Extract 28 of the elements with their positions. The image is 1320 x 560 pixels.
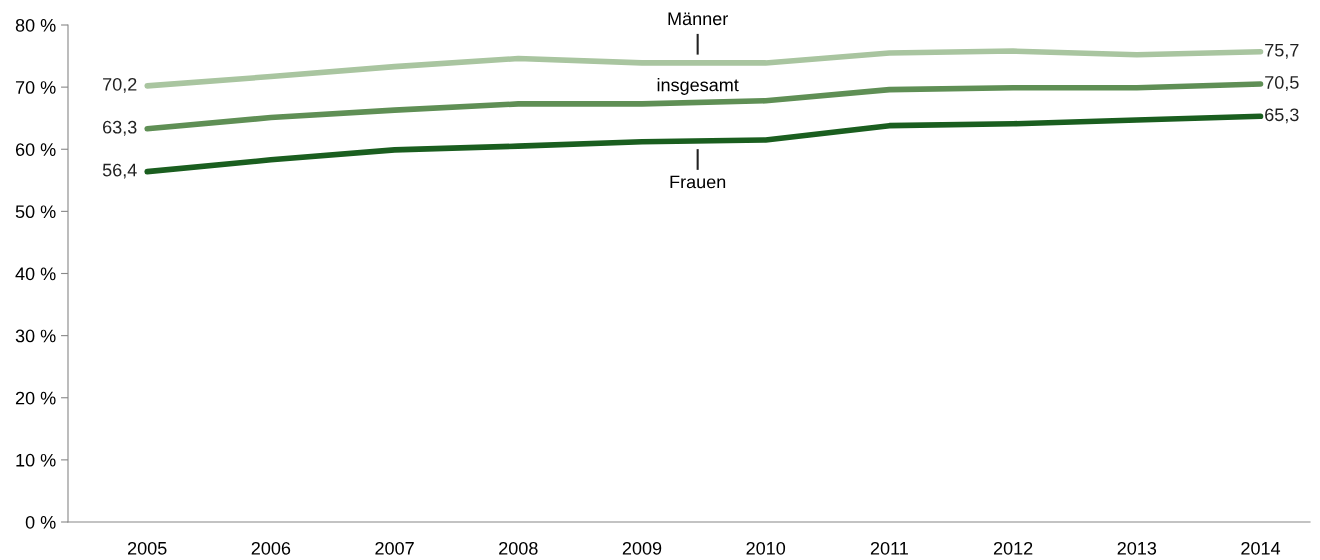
y-tick-label: 70 %: [15, 81, 56, 94]
data-label: 63,3: [103, 120, 137, 136]
x-tick-label: 2007: [375, 541, 414, 555]
y-tick-label: 20 %: [15, 391, 56, 405]
x-tick-label: 2013: [1117, 541, 1157, 555]
data-label: 75,7: [1265, 43, 1299, 59]
x-tick-label: 2005: [128, 541, 167, 555]
y-tick-label: 50 %: [15, 205, 56, 219]
y-tick-label: 60 %: [15, 143, 56, 156]
y-tick-label: 40 %: [15, 267, 56, 281]
x-tick-label: 2006: [251, 541, 291, 555]
x-tick-label: 2008: [499, 541, 538, 555]
y-tick-label: 0 %: [25, 515, 56, 529]
series-label: insgesamt: [657, 78, 739, 95]
y-tick-label: 10 %: [16, 453, 56, 467]
x-tick-label: 2014: [1241, 541, 1281, 555]
x-tick-label: 2010: [746, 541, 786, 555]
data-label: 65,3: [1265, 108, 1299, 124]
data-label: 70,5: [1265, 76, 1299, 91]
text: Männer: [668, 12, 728, 26]
x-tick-label: 2012: [993, 541, 1033, 555]
data-label: 70,2: [103, 77, 137, 93]
y-tick-label: 30 %: [15, 329, 56, 343]
y-tick-label: 80 %: [15, 18, 56, 32]
x-tick-label: 2009: [622, 541, 662, 555]
data-label: 56,4: [102, 163, 137, 179]
x-tick-label: 2011: [870, 541, 908, 555]
series-label: Frauen: [670, 175, 726, 189]
